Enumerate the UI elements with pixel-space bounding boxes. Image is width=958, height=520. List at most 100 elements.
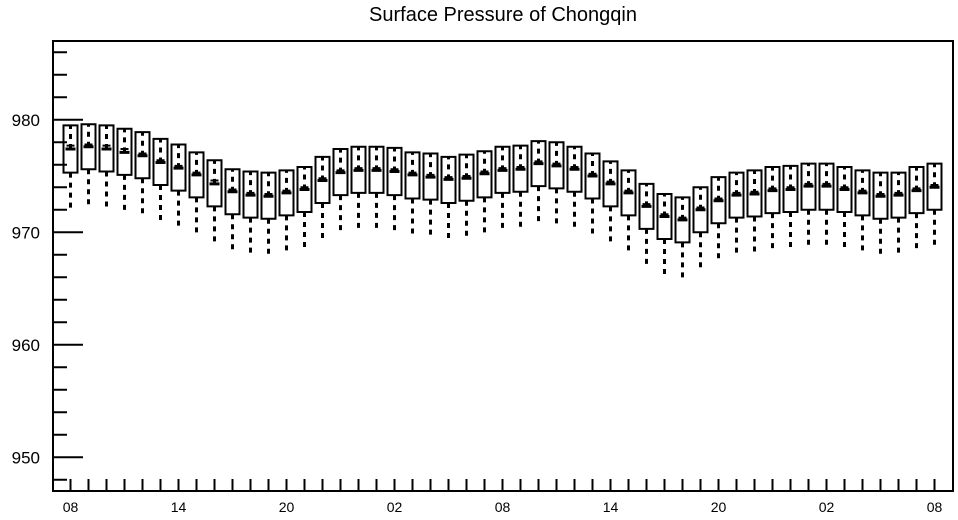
box [494, 145, 511, 229]
box [350, 145, 367, 229]
box-body [170, 143, 187, 192]
x-tick-label: 08 [927, 499, 943, 515]
box-body [296, 166, 313, 213]
box-body [530, 140, 547, 188]
box-body [494, 145, 511, 194]
box [242, 170, 259, 254]
box [134, 131, 151, 216]
box-body [116, 127, 133, 176]
box-body [278, 169, 295, 217]
x-tick-label: 02 [387, 499, 403, 515]
y-tick-label: 960 [12, 336, 40, 355]
box [368, 145, 385, 229]
box-body [602, 160, 619, 208]
box-body [818, 162, 835, 211]
box-body [566, 145, 583, 193]
box [116, 127, 133, 211]
box [836, 166, 853, 250]
box [854, 169, 871, 253]
box-body [458, 153, 475, 202]
box-body [584, 152, 601, 200]
box [170, 143, 187, 228]
box-body [242, 170, 259, 219]
box [746, 169, 763, 253]
box-body [782, 164, 799, 213]
box [800, 162, 817, 246]
box [224, 168, 241, 251]
box [314, 155, 331, 239]
box [764, 166, 781, 250]
box [422, 152, 439, 237]
box-body [764, 166, 781, 215]
box-body [890, 171, 907, 219]
box-body [206, 159, 223, 208]
box-body [404, 151, 421, 200]
box-body [710, 176, 727, 225]
box [476, 150, 493, 234]
box [296, 166, 313, 248]
box-body [746, 169, 763, 218]
box [458, 153, 475, 238]
box-body [314, 155, 331, 204]
x-tick-label: 08 [63, 499, 79, 515]
box-body [422, 152, 439, 201]
box [674, 196, 691, 280]
box [512, 144, 529, 228]
box-body [80, 123, 97, 171]
box [188, 151, 205, 235]
box-body [674, 196, 691, 244]
box-body [656, 193, 673, 240]
x-tick-label: 02 [819, 499, 835, 515]
box-body [872, 171, 889, 220]
box [692, 186, 709, 270]
box [782, 164, 799, 248]
box-body [512, 144, 529, 193]
box-body [728, 171, 745, 219]
chart-title: Surface Pressure of Chongqin [369, 4, 637, 26]
box-body [692, 186, 709, 234]
box [332, 148, 349, 232]
box-body [368, 145, 385, 194]
box-body [854, 169, 871, 217]
box-body [548, 141, 565, 190]
y-tick-label: 950 [12, 448, 40, 467]
x-tick-label: 14 [171, 499, 187, 515]
box-body [440, 155, 457, 204]
box-body [386, 146, 403, 197]
box [530, 140, 547, 224]
box [152, 137, 169, 221]
box [872, 171, 889, 256]
box [566, 145, 583, 229]
box [548, 141, 565, 226]
box [638, 182, 655, 266]
box [440, 155, 457, 239]
box [728, 171, 745, 255]
box-body [350, 145, 367, 194]
box [584, 152, 601, 236]
box-body [260, 171, 277, 220]
box [260, 171, 277, 255]
box [98, 124, 115, 209]
x-tick-label: 20 [279, 499, 295, 515]
box [602, 160, 619, 244]
y-tick-label: 970 [12, 223, 40, 242]
box [62, 124, 79, 210]
box [926, 162, 943, 246]
box-body [476, 150, 493, 199]
x-axis: 08 14 20 02 08 14 20 02 08 [63, 479, 943, 515]
box-body [800, 162, 817, 211]
box-body [836, 166, 853, 213]
box [710, 176, 727, 260]
box [80, 123, 97, 208]
box-body [188, 151, 205, 199]
box-body [98, 124, 115, 173]
box-body [224, 168, 241, 216]
box-body [926, 162, 943, 211]
plot-frame [52, 40, 954, 492]
box [206, 159, 223, 243]
box-body [152, 137, 169, 186]
box [656, 193, 673, 277]
box [278, 169, 295, 252]
box [890, 171, 907, 255]
